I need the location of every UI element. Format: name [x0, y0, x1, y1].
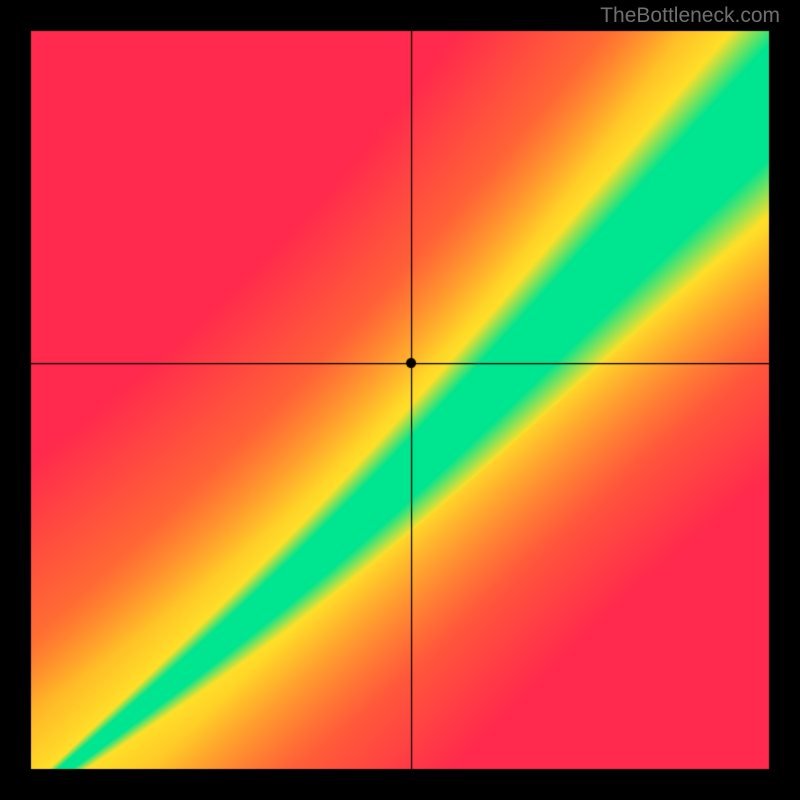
watermark-text: TheBottleneck.com: [600, 4, 780, 28]
bottleneck-heatmap: [0, 0, 800, 800]
